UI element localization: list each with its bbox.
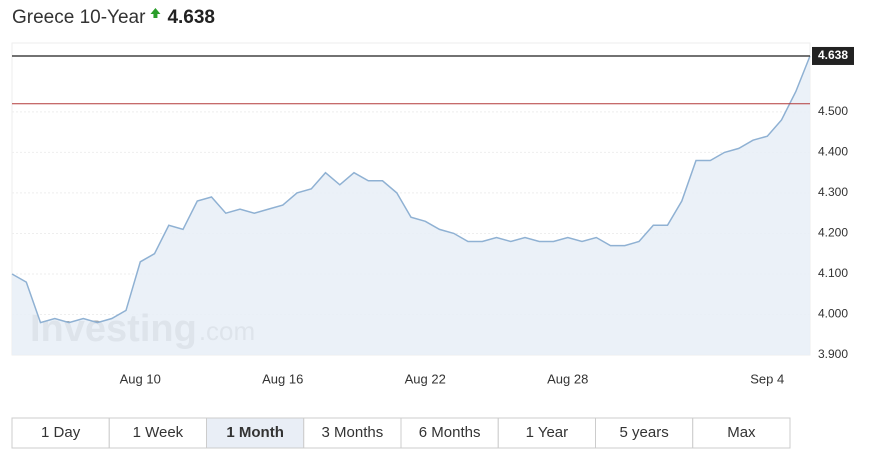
range-button-box <box>692 417 791 449</box>
y-tick-label: 3.900 <box>818 347 848 361</box>
range-button-label[interactable]: 3 Months <box>322 424 384 441</box>
up-arrow <box>150 8 161 18</box>
range-button-box <box>11 417 110 449</box>
y-tick-label: 4.500 <box>818 104 848 118</box>
range-button-box <box>595 417 694 449</box>
range-button-label[interactable]: 5 years <box>620 424 669 441</box>
y-tick-label: 4.100 <box>818 266 848 280</box>
current-label-box <box>812 46 854 65</box>
range-button-box <box>497 417 596 449</box>
range-button[interactable]: 1 Month <box>206 417 305 449</box>
chart-title: Greece 10-Year <box>12 7 146 28</box>
range-button-label[interactable]: Max <box>727 424 756 441</box>
range-button-label[interactable]: 1 Day <box>41 424 81 441</box>
range-button-label[interactable]: 6 Months <box>419 424 481 441</box>
x-tick-label: Sep 4 <box>750 371 784 386</box>
range-button[interactable]: 3 Months <box>303 417 402 449</box>
range-button[interactable]: 1 Year <box>497 417 596 449</box>
y-tick-label: 4.000 <box>818 307 848 321</box>
range-button[interactable]: 1 Day <box>11 417 110 449</box>
x-tick-label: Aug 16 <box>262 371 303 386</box>
current-price: 4.638 <box>167 7 215 28</box>
y-tick-label: 4.300 <box>818 185 848 199</box>
x-tick-label: Aug 22 <box>405 371 446 386</box>
range-button-box <box>108 417 207 449</box>
range-button-box <box>400 417 499 449</box>
range-button[interactable]: 1 Week <box>108 417 207 449</box>
range-button[interactable]: Max <box>692 417 791 449</box>
current-label: 4.638 <box>818 48 848 62</box>
x-tick-label: Aug 10 <box>120 371 161 386</box>
y-tick-label: 4.200 <box>818 226 848 240</box>
area-fill <box>12 56 810 355</box>
range-button-label[interactable]: 1 Year <box>526 424 569 441</box>
range-button-box <box>303 417 402 449</box>
range-button[interactable]: 6 Months <box>400 417 499 449</box>
range-button[interactable]: 5 years <box>595 417 694 449</box>
price-line <box>11 55 811 324</box>
range-button-label[interactable]: 1 Month <box>226 424 284 441</box>
y-tick-label: 4.400 <box>818 145 848 159</box>
range-button-label[interactable]: 1 Week <box>133 424 184 441</box>
x-tick-label: Aug 28 <box>547 371 588 386</box>
